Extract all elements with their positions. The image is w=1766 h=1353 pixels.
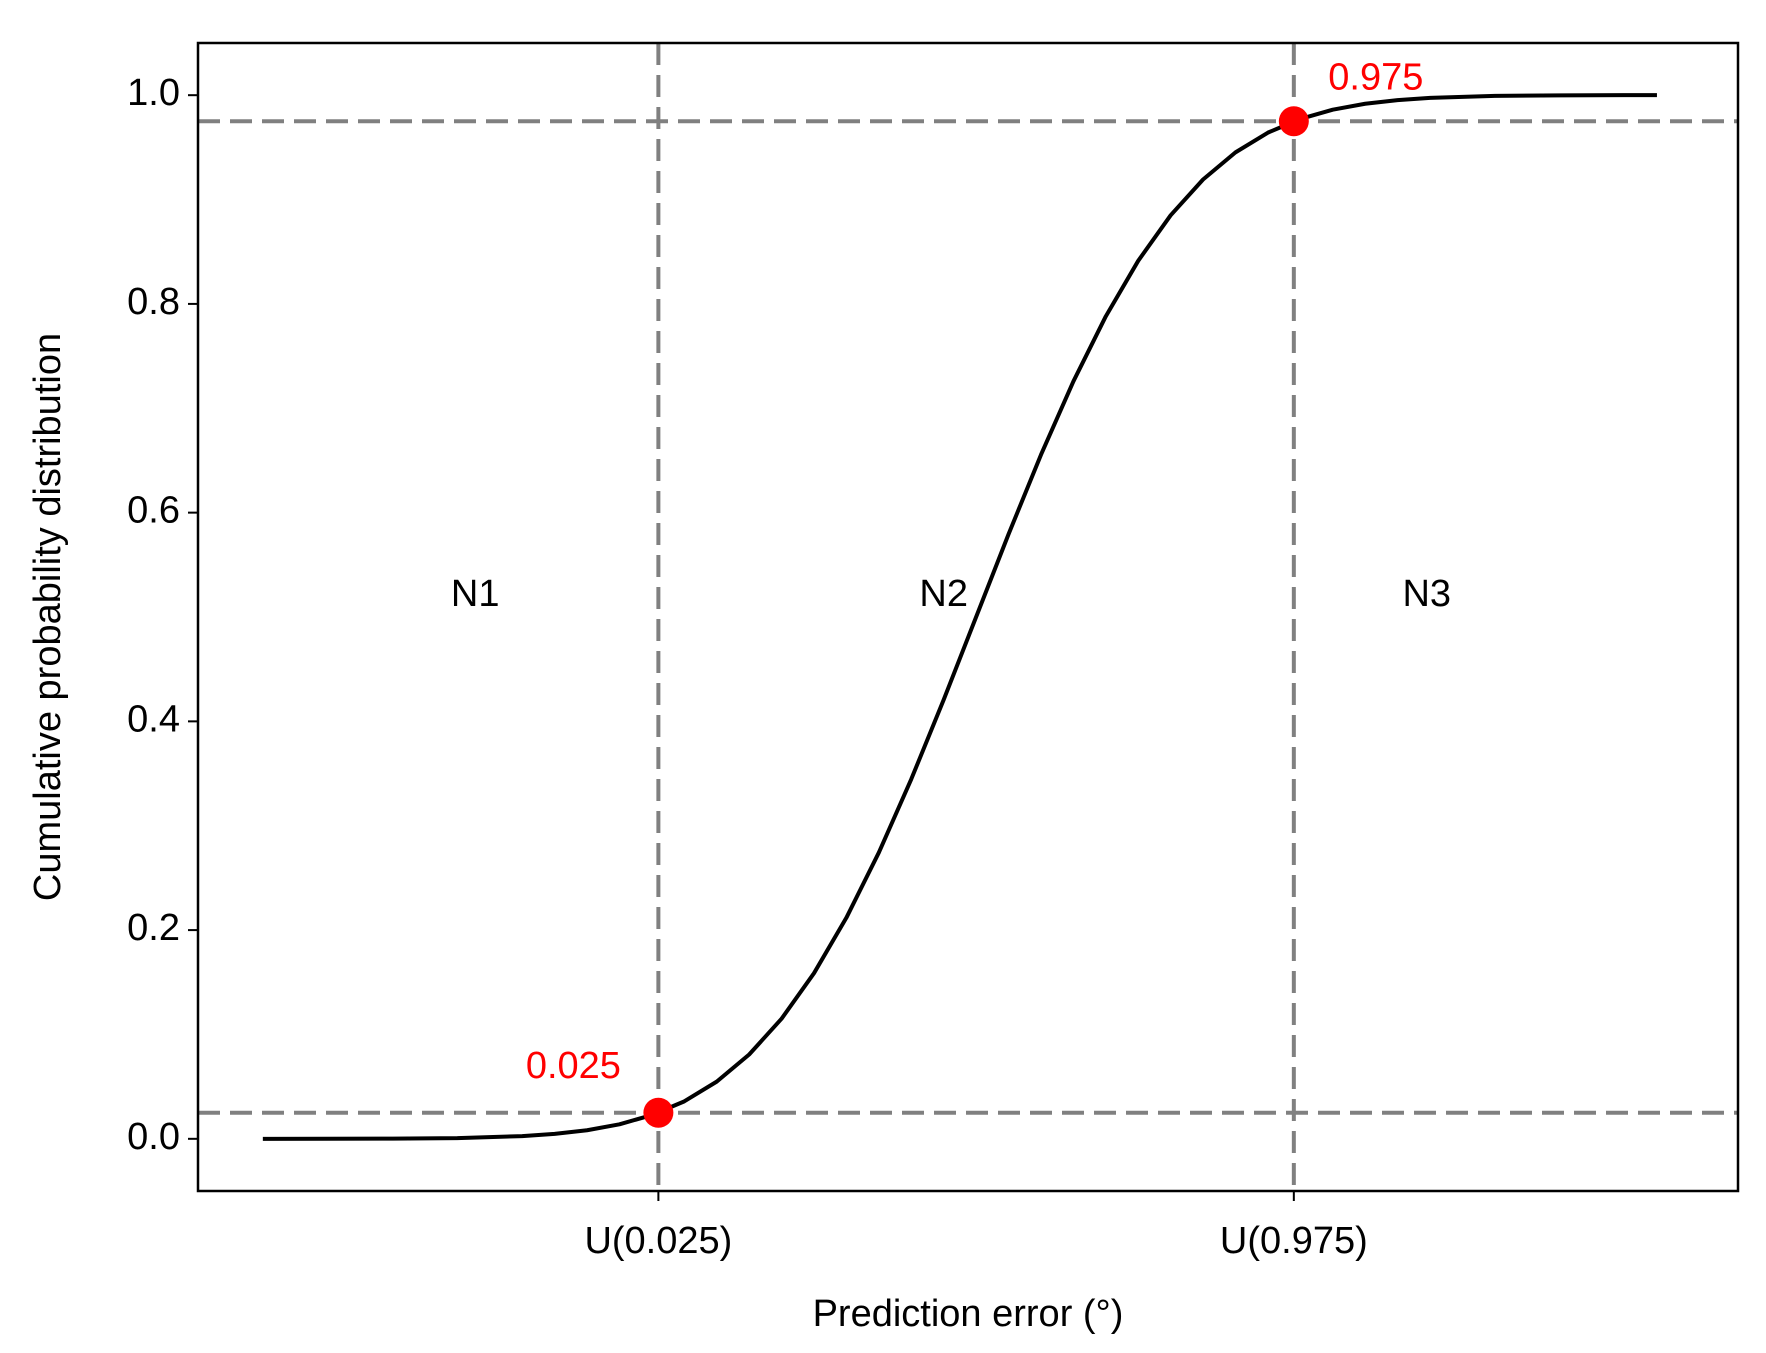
y-tick-label: 0.8 [127, 281, 180, 323]
quantile-point [1278, 106, 1309, 137]
y-tick-label: 0.6 [127, 490, 180, 532]
region-label: N1 [451, 573, 500, 615]
quantile-label: 0.025 [526, 1045, 621, 1087]
region-label: N2 [919, 573, 968, 615]
quantile-label: 0.975 [1328, 56, 1423, 98]
y-tick-label: 1.0 [127, 72, 180, 114]
cdf-line [262, 93, 1657, 1141]
x-tick-label: U(0.975) [1220, 1220, 1368, 1262]
y-tick-label: 0.2 [127, 907, 180, 949]
y-tick-label: 0.0 [127, 1116, 180, 1158]
quantile-point [643, 1097, 674, 1128]
x-axis-label: Prediction error (°) [813, 1293, 1124, 1335]
plot-frame [196, 41, 1740, 1193]
region-label: N3 [1402, 573, 1451, 615]
y-axis-label: Cumulative probability distribution [27, 333, 69, 901]
x-tick-label: U(0.025) [584, 1220, 732, 1262]
y-tick-label: 0.4 [127, 698, 180, 740]
